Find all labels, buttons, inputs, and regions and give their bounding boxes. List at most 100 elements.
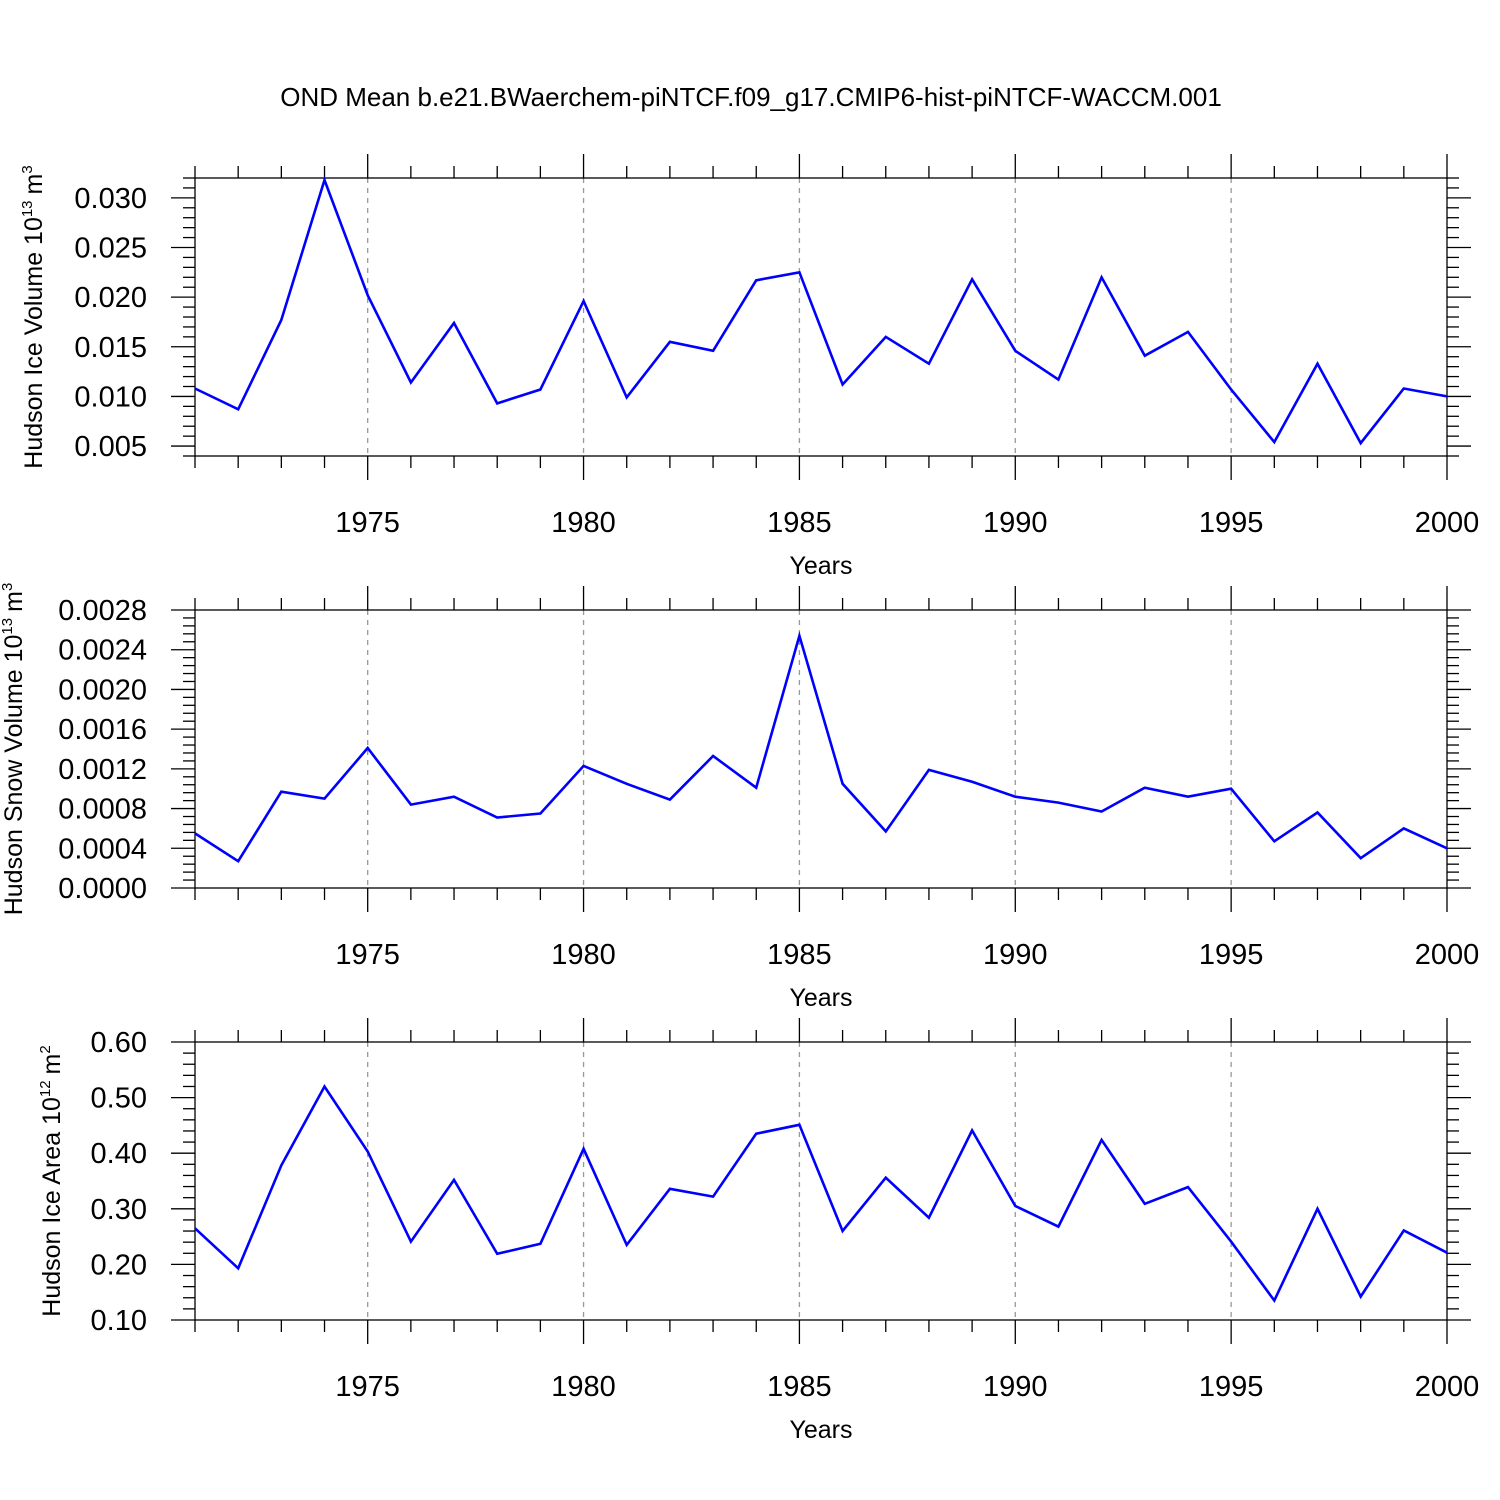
data-point [323,178,327,182]
x-axis-label: Years [789,552,852,580]
y-tick-label: 0.010 [74,381,147,413]
y-tick-label: 0.60 [91,1027,147,1059]
y-axis-label-text: Hudson Ice Volume 10 [20,217,48,469]
data-point [409,381,413,385]
x-tick-label: 1975 [335,1371,400,1403]
data-point [1143,786,1147,790]
x-tick-label: 2000 [1415,507,1480,539]
data-point [582,299,586,303]
data-point [538,1242,542,1246]
data-point [1013,1204,1017,1208]
data-point [841,1229,845,1233]
data-point [884,829,888,833]
data-point [625,782,629,786]
x-tick-label: 1985 [767,507,832,539]
y-tick-label: 0.0012 [58,754,147,786]
y-tick-label: 0.40 [91,1138,147,1170]
data-point [1359,441,1363,445]
data-point [452,795,456,799]
data-point [1402,1228,1406,1232]
x-tick-label: 1990 [983,1371,1048,1403]
y-tick-label: 0.015 [74,332,147,364]
data-point [1445,1251,1449,1255]
data-series-line [194,175,1448,446]
data-point [668,1187,672,1191]
data-point [1359,856,1363,860]
y-axis-label-text: m [0,591,28,612]
y-tick-label: 0.030 [74,183,147,215]
data-point [1272,1299,1276,1303]
x-tick-label: 1975 [335,507,400,539]
data-point [1013,795,1017,799]
y-tick-label: 0.020 [74,282,147,314]
data-point [193,831,197,835]
data-point [1186,330,1190,334]
y-tick-label: 0.0004 [58,833,147,865]
data-point [582,764,586,768]
y-tick-label: 0.0024 [58,635,147,667]
data-point [1229,787,1233,791]
y-tick-label: 0.0016 [58,714,147,746]
x-tick-label: 1980 [551,507,616,539]
data-point [1013,349,1017,353]
data-point [236,1266,240,1270]
plot-frame [194,609,1448,889]
y-axis-label-text: m [38,1054,66,1075]
data-point [538,812,542,816]
data-point [1272,440,1276,444]
data-point [279,790,283,794]
data-point [884,335,888,339]
y-tick-label: 0.20 [91,1249,147,1281]
y-axis-label-superscript: 3 [19,165,36,173]
figure-title: OND Mean b.e21.BWaerchem-piNTCF.f09_g17.… [280,82,1222,112]
data-point [927,768,931,772]
y-tick-label: 0.50 [91,1083,147,1115]
y-axis-label: Hudson Ice Volume 1013 m3 [19,165,48,468]
x-tick-label: 1995 [1199,507,1264,539]
data-point [236,407,240,411]
data-point [1315,811,1319,815]
data-point [409,1240,413,1244]
data-point [841,383,845,387]
panel-snow-volume: 0.0000 0.0004 0.0008 0.0012 0.0016 0.0020 0.00… [0,583,1479,1012]
y-tick-label: 0.005 [74,431,147,463]
data-series-line [194,1083,1448,1304]
x-tick-label: 1980 [551,939,616,971]
data-point [1445,846,1449,850]
data-point [495,1252,499,1256]
y-axis-label-text: Hudson Ice Area 10 [38,1097,66,1317]
data-point [970,1128,974,1132]
data-point [193,1226,197,1230]
data-point [452,321,456,325]
plot-frame [194,177,1448,457]
data-point [495,816,499,820]
data-point [1143,1202,1147,1206]
x-axis-label: Years [789,1416,852,1444]
y-axis-label-text: m [20,174,48,195]
y-tick-label: 0.025 [74,233,147,265]
data-point [797,270,801,274]
data-point [970,277,974,281]
data-point [841,782,845,786]
data-point [323,1084,327,1088]
x-tick-label: 1980 [551,1371,616,1403]
data-point [927,362,931,366]
data-point [1056,1225,1060,1229]
data-point [193,386,197,390]
data-series-line [194,631,1448,864]
y-axis-label-superscript: 2 [37,1045,54,1053]
x-tick-label: 1985 [767,1371,832,1403]
y-axis-label-superscript: 13 [0,618,16,635]
data-point [754,1132,758,1136]
data-point [668,798,672,802]
x-tick-label: 1990 [983,507,1048,539]
data-point [797,1123,801,1127]
y-axis-label-superscript: 13 [19,200,36,217]
data-point [1056,801,1060,805]
data-point [1100,1138,1104,1142]
data-point [1315,1207,1319,1211]
data-point [495,401,499,405]
data-point [1315,362,1319,366]
data-point [279,318,283,322]
